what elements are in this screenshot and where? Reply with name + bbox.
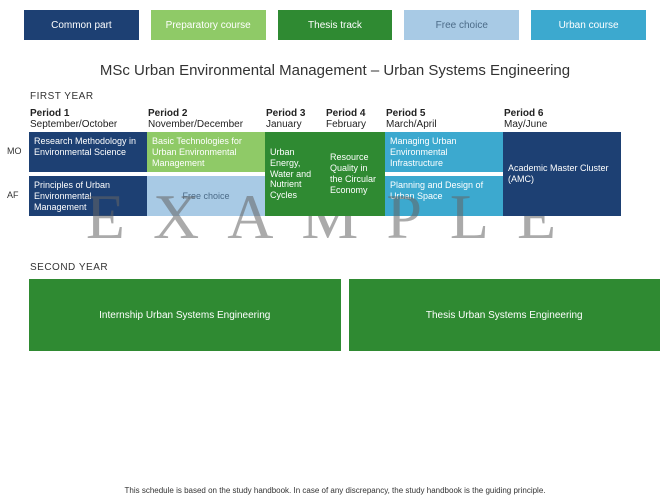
period-header-6: Period 6May/June [504,108,622,132]
period-title: Period 5 [386,108,504,119]
course-block: Managing Urban Environmental Infrastruct… [385,132,503,172]
period-header-1: Period 1September/October [30,108,148,132]
row-label-mo: MO [7,146,27,156]
footnote: This schedule is based on the study hand… [0,486,670,495]
course-block: Principles of Urban Environmental Manage… [29,176,147,216]
period-subtitle: March/April [386,119,504,130]
course-block: Academic Master Cluster (AMC) [503,132,621,216]
legend-urban: Urban course [531,10,646,40]
period-header-5: Period 5March/April [386,108,504,132]
legend-thesis: Thesis track [278,10,393,40]
first-year-grid-wrap: MO AF Research Methodology in Environmen… [7,132,663,216]
legend-preparatory: Preparatory course [151,10,266,40]
course-block: Resource Quality in the Circular Economy [325,132,385,216]
period-subtitle: February [326,119,386,130]
row-label-af: AF [7,190,27,200]
row-mo: Research Methodology in Environmental Sc… [29,132,663,172]
course-block: Free choice [147,176,265,216]
first-year-label: FIRST YEAR [30,91,670,102]
second-year-label: SECOND YEAR [30,262,670,273]
legend-row: Common part Preparatory course Thesis trac… [0,0,670,40]
legend-common: Common part [24,10,139,40]
period-headers: Period 1September/OctoberPeriod 2Novembe… [30,108,660,132]
second-year-row: Internship Urban Systems EngineeringThes… [29,279,660,351]
period-title: Period 3 [266,108,326,119]
page-title: MSc Urban Environmental Management – Urb… [0,62,670,79]
period-header-2: Period 2November/December [148,108,266,132]
course-block: Basic Technologies for Urban Environment… [147,132,265,172]
second-year-block-0: Internship Urban Systems Engineering [29,279,341,351]
period-header-3: Period 3January [266,108,326,132]
course-block: Research Methodology in Environmental Sc… [29,132,147,172]
period-subtitle: May/June [504,119,622,130]
period-header-4: Period 4February [326,108,386,132]
period-subtitle: January [266,119,326,130]
period-title: Period 1 [30,108,148,119]
period-title: Period 6 [504,108,622,119]
period-title: Period 4 [326,108,386,119]
period-subtitle: November/December [148,119,266,130]
period-title: Period 2 [148,108,266,119]
second-year-block-1: Thesis Urban Systems Engineering [349,279,661,351]
period-subtitle: September/October [30,119,148,130]
course-block: Urban Energy, Water and Nutrient Cycles [265,132,325,216]
course-block: Planning and Design of Urban Space [385,176,503,216]
first-year-grid: Research Methodology in Environmental Sc… [29,132,663,216]
legend-free: Free choice [404,10,519,40]
